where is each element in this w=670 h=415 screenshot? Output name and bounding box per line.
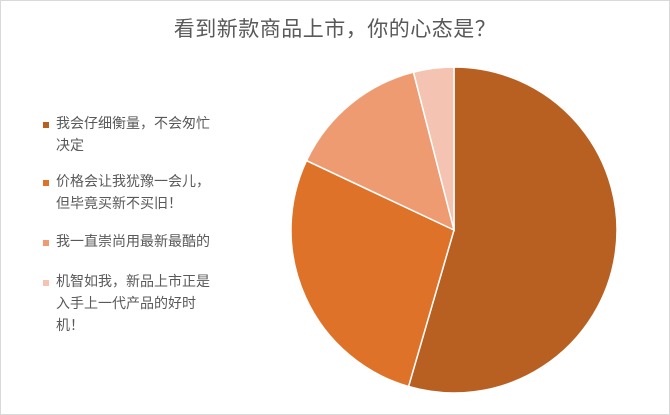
- legend-swatch: [43, 122, 49, 128]
- legend-item: 我会仔细衡量，不会匆忙决定: [43, 113, 213, 157]
- pie-slice-3: [305, 71, 456, 232]
- legend-label: 价格会让我犹豫一会儿，但毕竟买新不买旧！: [56, 174, 210, 212]
- legend-item: 价格会让我犹豫一会儿，但毕竟买新不买旧！: [43, 171, 213, 215]
- legend: 我会仔细衡量，不会匆忙决定 价格会让我犹豫一会儿，但毕竟买新不买旧！ 我一直崇尚…: [43, 113, 213, 337]
- legend-swatch: [43, 180, 49, 186]
- pie-slice-2: [290, 159, 455, 388]
- chart-title: 看到新款商品上市，你的心态是？: [173, 17, 497, 41]
- legend-item: 我一直崇尚用最新最酷的: [43, 231, 213, 253]
- pie-slice-1: [407, 66, 618, 394]
- legend-label: 我一直崇尚用最新最酷的: [56, 234, 210, 250]
- legend-label: 机智如我，新品上市正是入手上一代产品的好时机！: [56, 274, 210, 334]
- pie-slice-4: [412, 66, 455, 231]
- legend-item: 机智如我，新品上市正是入手上一代产品的好时机！: [43, 271, 213, 337]
- legend-swatch: [43, 280, 49, 286]
- legend-swatch: [43, 240, 49, 246]
- legend-label: 我会仔细衡量，不会匆忙决定: [56, 116, 210, 154]
